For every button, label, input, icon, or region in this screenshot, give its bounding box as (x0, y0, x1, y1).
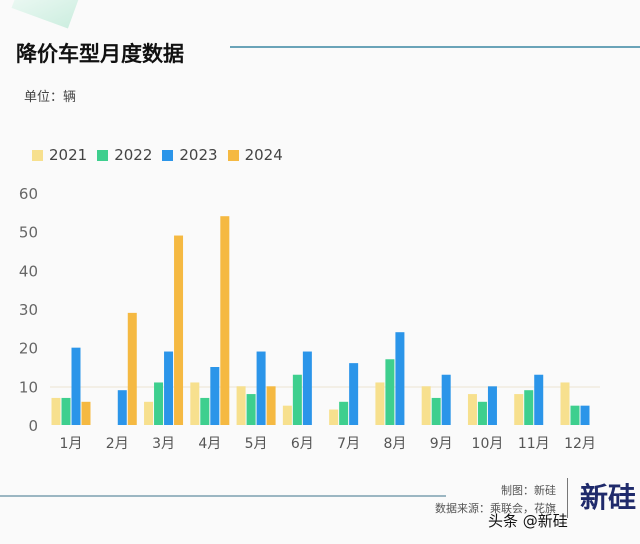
y-tick-label: 30 (19, 301, 38, 319)
bar-2022-8 (385, 359, 395, 425)
bar-2022-12 (570, 405, 580, 425)
bar-2023-12 (580, 405, 590, 425)
bar-2022-11 (524, 390, 534, 425)
watermark: 头条 @新硅 (488, 512, 568, 530)
bar-2022-1 (61, 397, 71, 425)
bar-2022-4 (200, 397, 210, 425)
x-tick-label: 8月 (383, 436, 406, 452)
bar-2021-12 (560, 382, 570, 425)
x-tick-label: 12月 (564, 436, 596, 452)
x-tick-label: 11月 (518, 436, 550, 452)
y-tick-label: 20 (19, 340, 38, 358)
x-tick-label: 6月 (291, 436, 314, 452)
bar-2024-3 (174, 235, 184, 425)
bar-2023-4 (210, 367, 220, 425)
bar-2023-7 (349, 363, 359, 425)
legend-swatch (162, 149, 174, 161)
bar-2021-3 (144, 401, 154, 425)
logo-divider (567, 478, 568, 518)
x-tick-label: 9月 (430, 436, 453, 452)
bar-2021-10 (467, 394, 477, 425)
page-title: 降价车型月度数据 (16, 42, 184, 66)
legend-swatch (97, 149, 109, 161)
bar-2023-3 (164, 351, 174, 425)
y-tick-label: 0 (28, 417, 38, 435)
legend-label: 2024 (244, 146, 283, 164)
bar-2023-10 (487, 386, 497, 425)
y-tick-label: 50 (19, 224, 38, 242)
bar-2024-2 (127, 312, 137, 425)
y-tick-label: 40 (19, 262, 38, 280)
legend-item-2024: 2024 (227, 146, 283, 164)
bar-2023-9 (441, 374, 451, 425)
x-tick-label: 1月 (60, 436, 83, 452)
bar-2024-4 (220, 216, 230, 425)
footer-divider (0, 495, 446, 497)
x-tick-label: 2月 (106, 436, 129, 452)
bar-2021-1 (51, 397, 61, 425)
bar-2022-3 (154, 382, 164, 425)
bar-2023-5 (256, 351, 266, 425)
x-tick-label: 5月 (245, 436, 268, 452)
x-tick-label: 3月 (152, 436, 175, 452)
bar-2022-6 (292, 374, 302, 425)
bar-2023-2 (117, 390, 127, 425)
bar-2023-1 (71, 347, 81, 425)
bar-2021-4 (190, 382, 200, 425)
title-divider (230, 46, 640, 48)
legend-item-2021: 2021 (32, 146, 87, 164)
credits: 制图：新硅 数据来源：乘联会，花旗 (435, 482, 556, 518)
bar-2024-5 (266, 386, 276, 425)
bar-2021-5 (236, 386, 246, 425)
legend-swatch (227, 149, 239, 161)
y-tick-label: 10 (19, 378, 38, 396)
bar-2022-7 (339, 401, 349, 425)
x-tick-label: 10月 (472, 436, 504, 452)
bar-2021-7 (329, 409, 339, 425)
x-tick-label: 4月 (198, 436, 221, 452)
legend-item-2023: 2023 (162, 146, 218, 164)
bar-2021-8 (375, 382, 385, 425)
unit-label: 单位：辆 (24, 90, 77, 105)
bar-2023-11 (534, 374, 544, 425)
y-tick-label: 60 (19, 185, 38, 203)
legend-swatch (32, 149, 43, 161)
brand-logo: 新硅 (580, 481, 637, 514)
bar-2023-8 (395, 332, 405, 425)
credit-text: 制图：新硅 (501, 484, 556, 497)
chart-legend: 2021 2022 2023 2024 (32, 146, 283, 164)
bar-2022-9 (431, 397, 441, 425)
source-text: 数据来源：乘联会，花旗 (435, 502, 556, 515)
bar-2021-11 (514, 394, 524, 425)
bar-2022-5 (246, 394, 256, 425)
legend-item-2022: 2022 (97, 146, 152, 164)
bar-2024-1 (81, 401, 91, 425)
bar-2021-9 (421, 386, 431, 425)
bar-2022-10 (477, 401, 487, 425)
legend-label: 2023 (179, 146, 218, 164)
legend-label: 2022 (114, 146, 153, 164)
bar-2023-6 (302, 351, 312, 425)
bar-2021-6 (282, 405, 292, 425)
legend-label: 2021 (49, 146, 88, 164)
x-tick-label: 7月 (337, 436, 360, 452)
